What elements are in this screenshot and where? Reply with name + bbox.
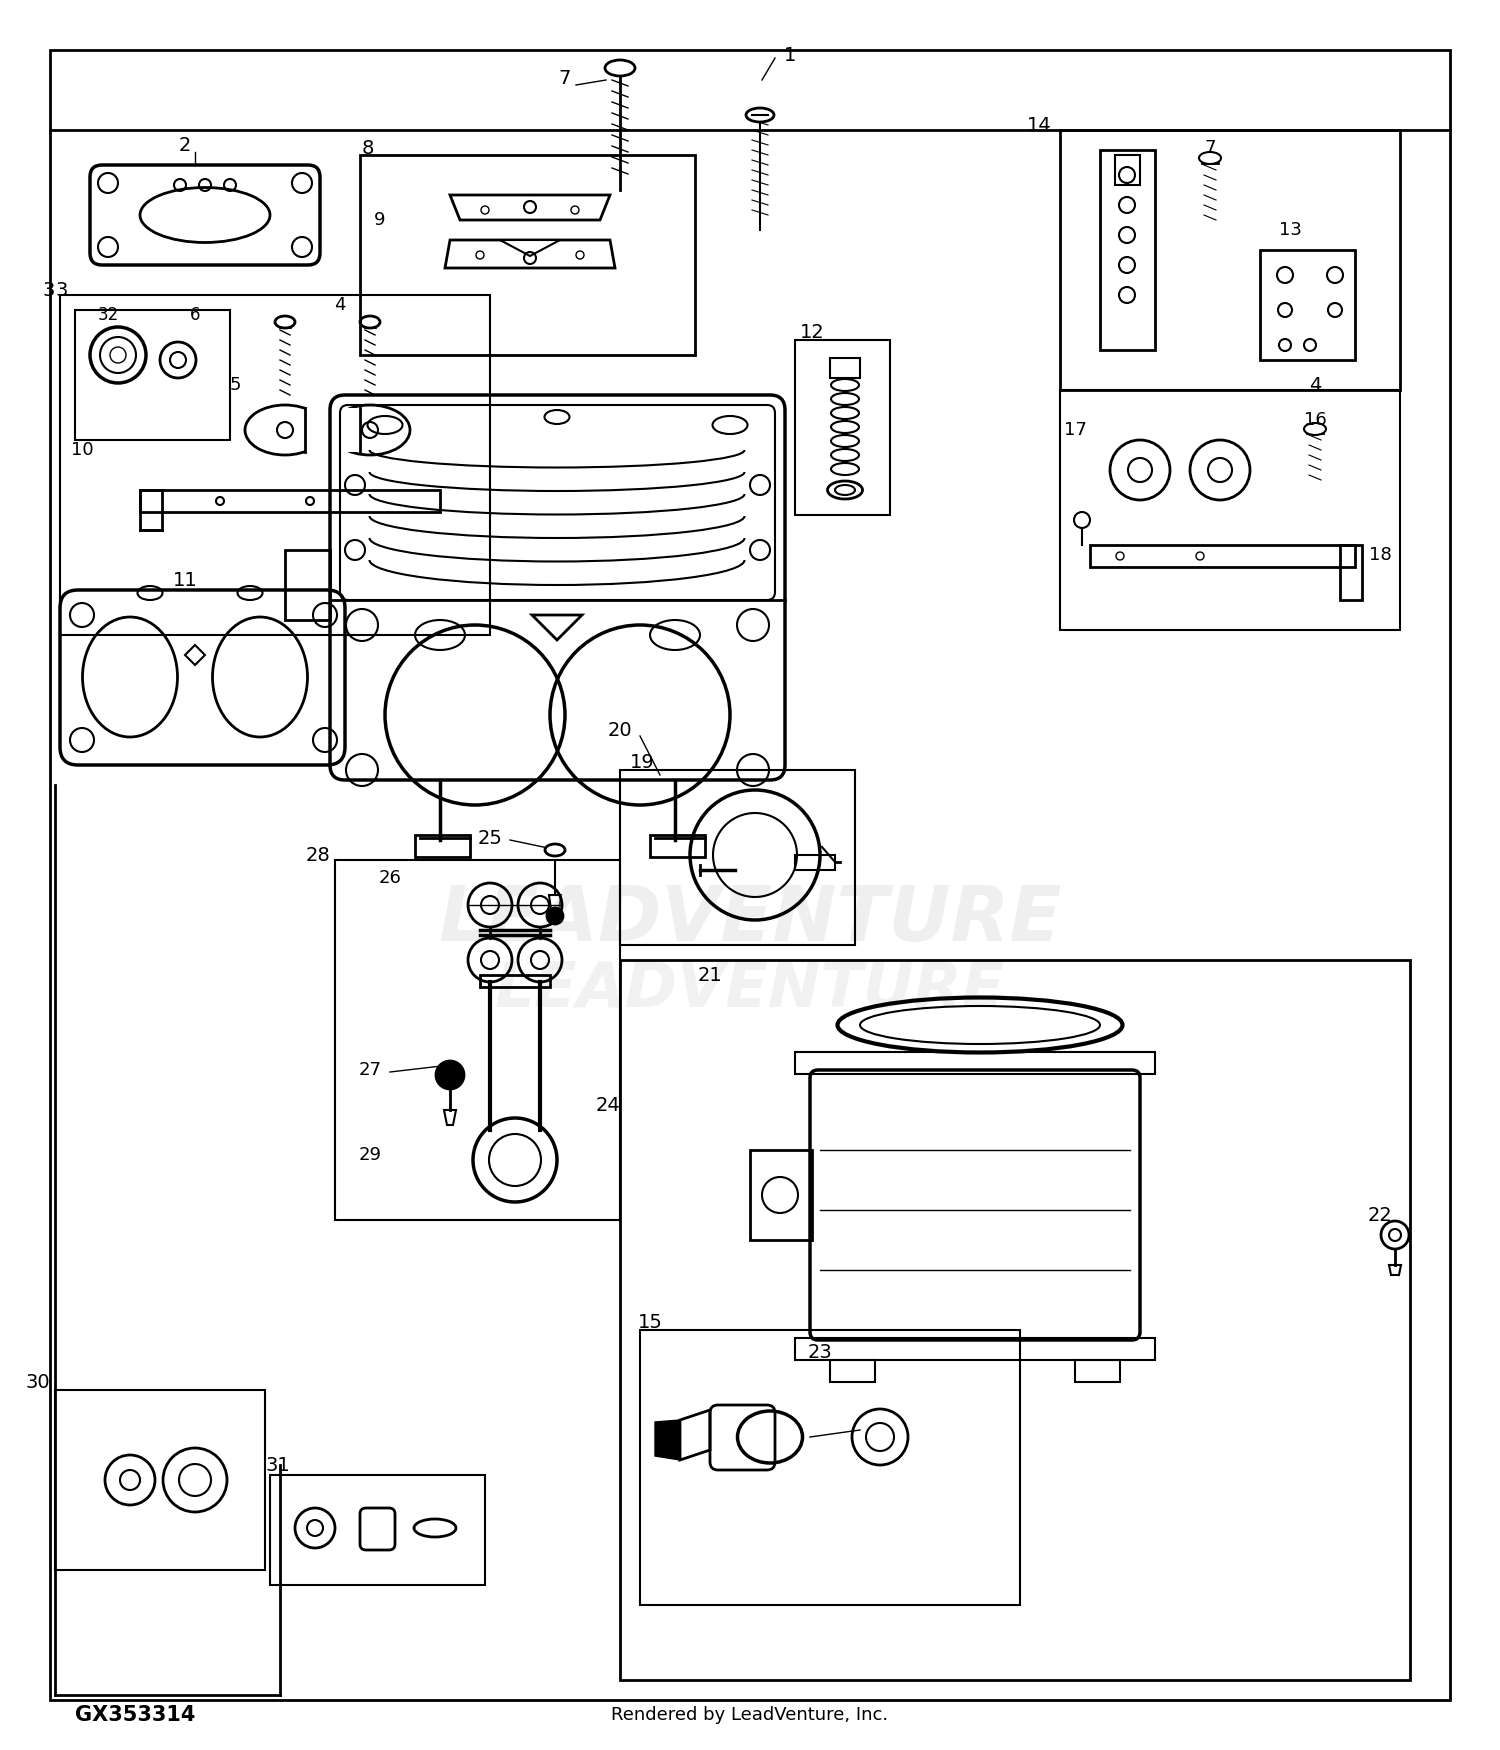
Text: 16: 16 <box>1304 411 1326 429</box>
Bar <box>304 408 360 452</box>
Ellipse shape <box>1198 152 1221 164</box>
Bar <box>795 856 836 870</box>
Text: 25: 25 <box>477 828 502 847</box>
Circle shape <box>436 1060 463 1088</box>
Text: Rendered by LeadVenture, Inc.: Rendered by LeadVenture, Inc. <box>612 1706 888 1724</box>
Ellipse shape <box>360 317 380 327</box>
Bar <box>830 1360 874 1382</box>
Text: 2: 2 <box>178 135 190 154</box>
Ellipse shape <box>1304 424 1326 436</box>
Text: 32: 32 <box>98 306 118 324</box>
Bar <box>1340 544 1362 600</box>
Bar <box>140 490 440 513</box>
Polygon shape <box>184 646 206 665</box>
Bar <box>480 975 550 987</box>
Text: 30: 30 <box>26 1372 50 1391</box>
Text: 24: 24 <box>596 1096 621 1115</box>
Polygon shape <box>532 614 582 640</box>
Polygon shape <box>446 240 615 268</box>
Text: 22: 22 <box>1368 1206 1392 1225</box>
Bar <box>1260 250 1354 360</box>
Polygon shape <box>680 1410 710 1459</box>
Text: 9: 9 <box>375 212 386 229</box>
Text: 1: 1 <box>784 46 796 65</box>
Bar <box>60 296 491 635</box>
Bar <box>1114 156 1140 186</box>
Bar <box>1076 1360 1120 1382</box>
Polygon shape <box>444 1110 456 1125</box>
Bar <box>1100 150 1155 350</box>
Bar <box>795 1339 1155 1360</box>
Bar <box>750 1150 812 1241</box>
Text: 20: 20 <box>608 721 633 740</box>
Text: LEADVENTURE: LEADVENTURE <box>495 961 1005 1020</box>
Text: 26: 26 <box>378 870 402 887</box>
Ellipse shape <box>746 108 774 123</box>
Bar <box>360 156 694 355</box>
Polygon shape <box>549 894 561 910</box>
Bar <box>1090 544 1354 567</box>
Text: 12: 12 <box>800 322 825 341</box>
Text: 21: 21 <box>698 966 723 985</box>
Text: LEADVENTURE: LEADVENTURE <box>438 884 1062 957</box>
Text: 7: 7 <box>1204 138 1215 158</box>
Text: 3: 3 <box>56 280 68 299</box>
Bar <box>56 1390 266 1570</box>
Polygon shape <box>500 240 560 256</box>
Text: 17: 17 <box>1064 422 1086 439</box>
Bar <box>830 359 860 378</box>
Text: 3: 3 <box>42 280 56 299</box>
Text: 23: 23 <box>807 1342 832 1362</box>
Text: 4: 4 <box>1310 376 1322 394</box>
Text: 28: 28 <box>306 845 330 864</box>
Bar <box>1060 390 1400 630</box>
Ellipse shape <box>274 317 296 327</box>
Polygon shape <box>1389 1265 1401 1276</box>
Bar <box>650 835 705 858</box>
Bar <box>416 835 470 858</box>
Text: 6: 6 <box>190 306 201 324</box>
Ellipse shape <box>544 844 566 856</box>
Bar <box>285 550 330 620</box>
Bar <box>795 340 889 514</box>
Text: 29: 29 <box>358 1146 381 1164</box>
Text: 15: 15 <box>638 1312 663 1332</box>
Text: 13: 13 <box>1278 220 1302 240</box>
Bar <box>640 1330 1020 1605</box>
Bar <box>620 770 855 945</box>
Text: 19: 19 <box>630 752 654 772</box>
Text: 5: 5 <box>230 376 242 394</box>
Bar <box>795 1052 1155 1074</box>
Text: 14: 14 <box>1028 116 1051 135</box>
Text: GX353314: GX353314 <box>75 1704 195 1726</box>
Text: 10: 10 <box>70 441 93 458</box>
Circle shape <box>548 908 562 924</box>
Text: 4: 4 <box>334 296 346 313</box>
Bar <box>75 310 230 439</box>
Text: 31: 31 <box>266 1456 291 1475</box>
Bar <box>140 490 162 530</box>
Bar <box>1060 130 1400 390</box>
Bar <box>334 859 620 1220</box>
Text: 27: 27 <box>358 1060 381 1080</box>
Bar <box>270 1475 484 1586</box>
Polygon shape <box>450 194 610 220</box>
Text: 7: 7 <box>560 68 572 88</box>
Bar <box>620 961 1410 1680</box>
Ellipse shape <box>604 60 634 75</box>
Text: 11: 11 <box>172 570 198 590</box>
Text: 8: 8 <box>362 138 374 158</box>
Text: 18: 18 <box>1368 546 1392 564</box>
Polygon shape <box>656 1419 680 1459</box>
